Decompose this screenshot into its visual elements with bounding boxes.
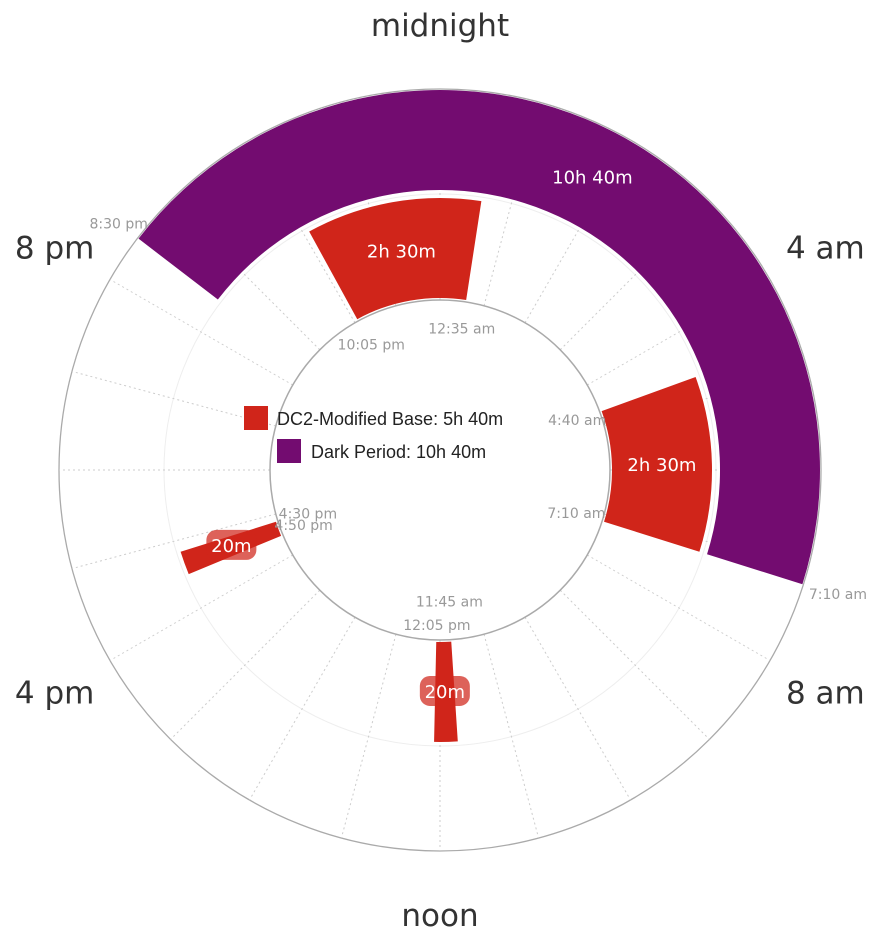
dark-period-arc [138, 89, 820, 585]
hour-label: midnight [371, 8, 509, 44]
segment-end-time: 12:35 am [428, 322, 495, 338]
segment-duration-label: 20m [211, 536, 251, 557]
hour-gridline [71, 513, 276, 570]
legend-swatch-base [244, 406, 268, 430]
segment-arc [601, 376, 712, 552]
dark-period-start-time: 8:30 pm [89, 216, 147, 232]
hour-label: noon [401, 898, 478, 934]
dark-period-duration-label: 10h 40m [552, 167, 632, 188]
hour-gridline [109, 554, 294, 661]
segment-start-time: 4:40 am [548, 413, 606, 429]
hour-label: 8 pm [15, 231, 94, 267]
segment-label-bg [206, 529, 257, 560]
hour-gridline [170, 589, 321, 740]
hour-gridline [340, 634, 397, 839]
legend-label-dark: Dark Period: 10h 40m [311, 442, 486, 462]
hour-gridline [524, 616, 631, 801]
segment-start-time: 11:45 am [416, 595, 483, 611]
hour-label: 4 am [786, 231, 865, 267]
legend-swatch-dark [277, 439, 301, 463]
segment-start-time: 4:30 pm [279, 507, 337, 523]
dark-period-end-time: 7:10 am [809, 587, 867, 603]
hour-gridline [586, 554, 771, 661]
inner-circle [269, 299, 611, 641]
segment-duration-label: 20m [425, 682, 465, 703]
hour-gridline [483, 634, 540, 839]
hour-gridline [71, 370, 276, 427]
legend-label-base: DC2-Modified Base: 5h 40m [277, 409, 503, 429]
legend: DC2-Modified Base: 5h 40m Dark Period: 1… [244, 406, 503, 463]
segment-duration-label: 2h 30m [367, 241, 436, 262]
hour-gridline [109, 279, 294, 386]
hour-gridline [249, 616, 356, 801]
segment-arc [309, 198, 482, 320]
hour-label: 8 am [786, 676, 865, 712]
segment-start-time: 10:05 pm [338, 338, 405, 354]
hour-gridline [559, 589, 710, 740]
segment-end-time: 4:50 pm [274, 518, 332, 534]
segment-end-time: 12:05 pm [403, 618, 470, 634]
segment-duration-label: 2h 30m [627, 455, 696, 476]
segment-label-bg [419, 675, 470, 706]
segment-end-time: 7:10 am [547, 506, 605, 522]
hour-label: 4 pm [15, 676, 94, 712]
